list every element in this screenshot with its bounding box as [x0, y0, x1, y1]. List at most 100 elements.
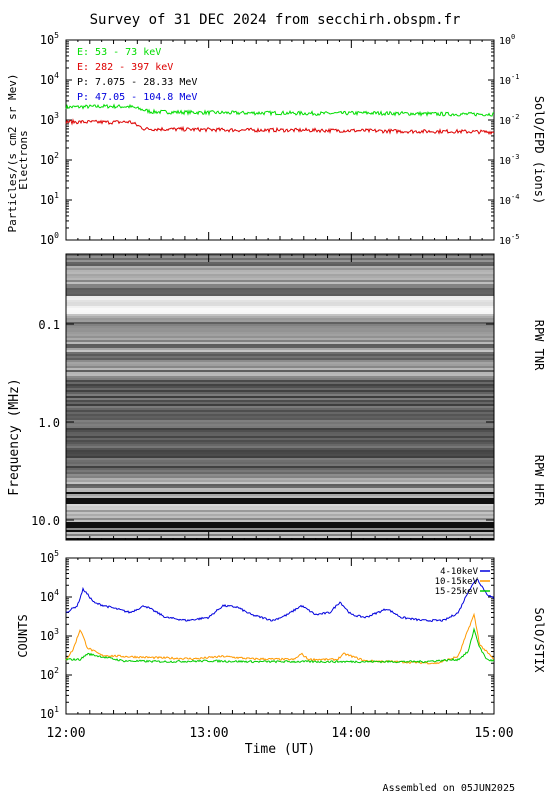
rpw-band: [66, 334, 494, 336]
rpw-band: [66, 528, 494, 530]
epd-ytick-label: 104: [40, 71, 59, 87]
epd-right-tick-label: 10-2: [499, 113, 519, 127]
rpw-band: [66, 332, 494, 334]
rpw-band: [66, 492, 494, 494]
rpw-band: [66, 326, 494, 328]
rpw-band: [66, 290, 494, 292]
rpw-band: [66, 466, 494, 468]
rpw-band: [66, 380, 494, 382]
rpw-band: [66, 442, 494, 444]
epd-ytick-label: 105: [40, 31, 59, 47]
rpw-band: [66, 276, 494, 278]
rpw-band: [66, 308, 494, 310]
rpw-band: [66, 464, 494, 466]
rpw-band: [66, 374, 494, 376]
rpw-band: [66, 446, 494, 448]
rpw-band: [66, 408, 494, 410]
rpw-band: [66, 260, 494, 262]
rpw-band: [66, 330, 494, 332]
rpw-band: [66, 368, 494, 370]
rpw-band: [66, 324, 494, 326]
rpw-band: [66, 440, 494, 442]
stix-axis-ticks: 101 102 103 104 105: [40, 549, 495, 721]
rpw-band: [66, 270, 494, 272]
rpw-band: [66, 404, 494, 406]
rpw-tnr-label: RPW TNR: [532, 320, 546, 371]
rpw-band: [66, 452, 494, 454]
rpw-band: [66, 318, 494, 320]
rpw-band: [66, 390, 494, 392]
rpw-band: [66, 388, 494, 390]
rpw-band: [66, 302, 494, 304]
epd-ytick-label: 101: [40, 191, 59, 207]
rpw-band: [66, 514, 494, 516]
rpw-band: [66, 480, 494, 482]
rpw-band: [66, 456, 494, 458]
figure-title: Survey of 31 DEC 2024 from secchirh.obsp…: [90, 12, 461, 28]
rpw-band: [66, 370, 494, 372]
rpw-band: [66, 530, 494, 532]
rpw-band: [66, 386, 494, 388]
rpw-band: [66, 320, 494, 322]
epd-panel: 100 101 102 103 104 105 10-5 10-4 10-3 10-2 10-1 10…: [6, 31, 546, 247]
rpw-band: [66, 262, 494, 264]
rpw-ytick-0.1: 0.1: [38, 318, 60, 332]
rpw-band: [66, 490, 494, 492]
epd-legend-item: E: 53 - 73 keV: [77, 47, 161, 58]
rpw-band: [66, 506, 494, 508]
rpw-ytick-1.0: 1.0: [38, 416, 60, 430]
rpw-band: [66, 424, 494, 426]
rpw-band: [66, 364, 494, 366]
rpw-band: [66, 284, 494, 286]
rpw-band: [66, 518, 494, 520]
rpw-band: [66, 482, 494, 484]
rpw-band: [66, 306, 494, 308]
rpw-band: [66, 488, 494, 490]
epd-series-1: [65, 118, 495, 136]
rpw-band: [66, 316, 494, 318]
rpw-band: [66, 346, 494, 348]
xtick-label-1200: 12:00: [46, 726, 85, 741]
epd-right-tick-label: 10-5: [499, 233, 519, 247]
rpw-band: [66, 268, 494, 270]
rpw-band: [66, 352, 494, 354]
rpw-axis-ticks: [65, 254, 495, 540]
rpw-band: [66, 258, 494, 260]
rpw-hfr-label: RPW HFR: [532, 455, 546, 506]
rpw-band: [66, 520, 494, 522]
stix-ylabel: COUNTS: [16, 614, 30, 657]
rpw-band: [66, 322, 494, 324]
rpw-band: [66, 512, 494, 514]
stix-ytick-label: 102: [40, 666, 59, 682]
rpw-band: [66, 372, 494, 374]
stix-ytick-label: 104: [40, 588, 59, 604]
rpw-band: [66, 468, 494, 470]
rpw-band: [66, 396, 494, 398]
rpw-band: [66, 366, 494, 368]
stix-legend-label: 15-25keV: [435, 587, 479, 597]
rpw-band: [66, 328, 494, 330]
rpw-spectrogram: [66, 254, 494, 540]
rpw-band: [66, 356, 494, 358]
epd-legend-item: P: 47.05 - 104.8 MeV: [77, 92, 197, 103]
stix-ylabel-right: SolO/STIX: [532, 607, 546, 673]
rpw-band: [66, 472, 494, 474]
rpw-band: [66, 272, 494, 274]
stix-legend-label: 4-10keV: [440, 567, 479, 577]
xtick-label-1400: 14:00: [331, 726, 370, 741]
xtick-label-1300: 13:00: [189, 726, 228, 741]
rpw-band: [66, 496, 494, 498]
rpw-band: [66, 402, 494, 404]
rpw-band: [66, 398, 494, 400]
rpw-band: [66, 358, 494, 360]
rpw-band: [66, 340, 494, 342]
rpw-band: [66, 438, 494, 440]
rpw-band: [66, 282, 494, 284]
rpw-band: [66, 292, 494, 294]
rpw-band: [66, 526, 494, 528]
rpw-band: [66, 444, 494, 446]
rpw-band: [66, 426, 494, 428]
rpw-band: [66, 286, 494, 288]
rpw-band: [66, 362, 494, 364]
